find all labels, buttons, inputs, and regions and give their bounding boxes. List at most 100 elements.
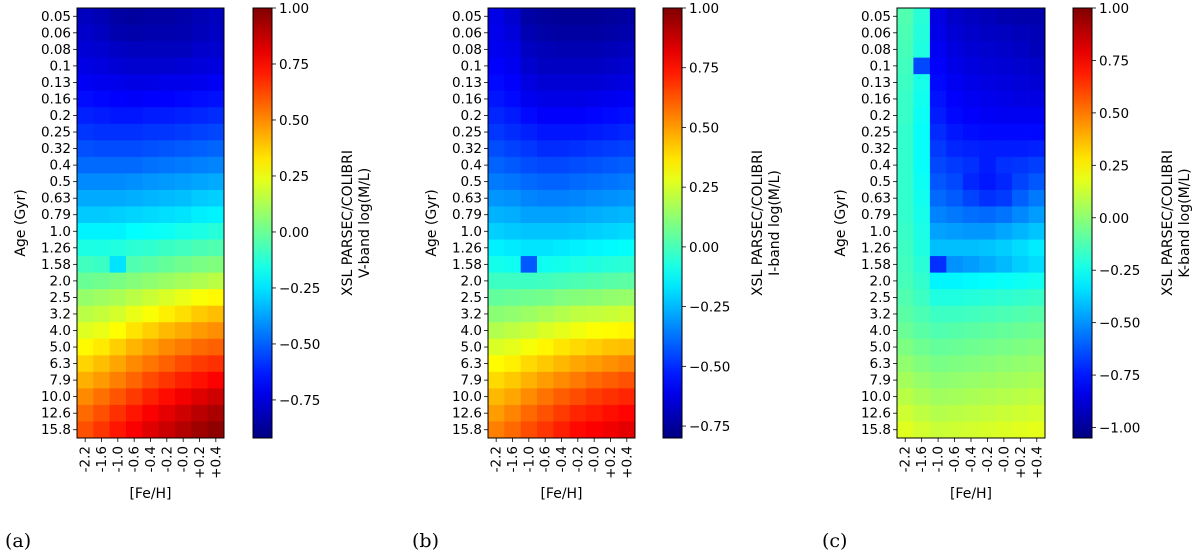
- heatmap-cell: [175, 404, 192, 422]
- heatmap-cell: [569, 404, 587, 422]
- y-tick-label: 0.32: [452, 141, 482, 157]
- heatmap-cell: [586, 338, 603, 356]
- x-tick-label: -1.0: [931, 446, 947, 472]
- heatmap-cell: [520, 223, 538, 240]
- heatmap-cell: [897, 371, 914, 389]
- heatmap-cell: [913, 322, 931, 340]
- heatmap-cell: [618, 371, 636, 389]
- x-tick-label: +0.4: [619, 446, 635, 479]
- heatmap-cell: [569, 338, 587, 356]
- heatmap-cell: [488, 24, 505, 42]
- heatmap-cell: [175, 189, 192, 207]
- x-axis-label: [Fe/H]: [129, 486, 171, 502]
- heatmap-cell: [109, 41, 127, 59]
- heatmap-cell: [109, 140, 127, 158]
- heatmap-cell: [191, 189, 209, 207]
- heatmap-cell: [520, 123, 538, 141]
- heatmap-cell: [618, 355, 636, 373]
- heatmap-cell: [913, 371, 931, 389]
- heatmap-cell: [1012, 24, 1029, 42]
- y-tick-label: 7.9: [461, 373, 482, 389]
- heatmap-cell: [207, 404, 225, 422]
- colorbar-tick-label: 0.50: [689, 120, 719, 136]
- heatmap-cell: [504, 289, 522, 307]
- y-tick-label: 12.6: [41, 406, 71, 422]
- y-tick-label: 0.32: [861, 141, 891, 157]
- heatmap-cell: [191, 289, 209, 307]
- heatmap-cell: [520, 90, 538, 108]
- colorbar-tick-label: 1.00: [1099, 1, 1129, 17]
- y-tick-label: 0.1: [461, 58, 482, 74]
- colorbar-tick-label: −0.50: [279, 337, 320, 353]
- heatmap-cell: [142, 74, 160, 92]
- heatmap-cell: [929, 24, 947, 42]
- heatmap-cell: [995, 189, 1013, 207]
- heatmap-cell: [77, 338, 94, 356]
- heatmap-cell: [537, 189, 554, 207]
- heatmap-cell: [995, 239, 1013, 257]
- heatmap-cell: [913, 421, 931, 439]
- heatmap-cell: [142, 272, 160, 290]
- heatmap-cell: [569, 90, 587, 108]
- heatmap-cell: [142, 404, 160, 422]
- heatmap-cell: [504, 355, 522, 373]
- y-tick-label: 0.79: [41, 207, 71, 223]
- heatmap-cell: [158, 289, 176, 307]
- heatmap-cell: [602, 90, 620, 108]
- y-tick-label: 6.3: [461, 356, 482, 372]
- heatmap-cell: [569, 272, 587, 290]
- heatmap-cell: [488, 239, 505, 257]
- y-tick-label: 0.63: [41, 191, 71, 207]
- heatmap-cell: [191, 123, 209, 141]
- colorbar-tick-label: −1.00: [1099, 421, 1140, 437]
- heatmap-cell: [126, 338, 143, 356]
- heatmap-cell: [93, 107, 111, 125]
- heatmap-cell: [537, 371, 554, 389]
- heatmap-cell: [602, 206, 620, 224]
- colorbar-label: V-band log(M/L): [357, 168, 373, 278]
- heatmap-cell: [979, 355, 997, 373]
- heatmap-cell: [929, 156, 947, 174]
- heatmap-cell: [897, 256, 914, 274]
- heatmap-cell: [1012, 371, 1029, 389]
- heatmap-cell: [207, 355, 225, 373]
- heatmap-cell: [979, 239, 997, 257]
- heatmap-cell: [191, 156, 209, 174]
- heatmap-cell: [897, 404, 914, 422]
- heatmap-cell: [946, 8, 964, 25]
- heatmap-cell: [602, 8, 620, 25]
- heatmap-cell: [191, 239, 209, 257]
- heatmap-cell: [191, 90, 209, 108]
- heatmap-cell: [569, 421, 587, 439]
- heatmap-cell: [569, 140, 587, 158]
- colorbar-tick-label: −0.75: [279, 393, 320, 409]
- heatmap-cell: [913, 272, 931, 290]
- heatmap-cell: [158, 355, 176, 373]
- heatmap-cell: [109, 90, 127, 108]
- heatmap-cell: [504, 173, 522, 191]
- panel-label: (b): [412, 530, 439, 552]
- heatmap-cell: [979, 107, 997, 125]
- heatmap-cell: [537, 156, 554, 174]
- heatmap-cell: [1028, 173, 1046, 191]
- heatmap-cell: [1012, 272, 1029, 290]
- colorbar: [1072, 7, 1093, 439]
- heatmap-cell: [602, 239, 620, 257]
- heatmap-cell: [995, 338, 1013, 356]
- heatmap-cell: [520, 338, 538, 356]
- heatmap-cell: [586, 322, 603, 340]
- heatmap-cell: [929, 272, 947, 290]
- heatmap-cell: [175, 57, 192, 75]
- heatmap-cell: [929, 289, 947, 307]
- heatmap-cell: [488, 156, 505, 174]
- heatmap-cell: [537, 421, 554, 439]
- heatmap-cell: [962, 388, 980, 406]
- heatmap-cell: [126, 322, 143, 340]
- colorbar-label: K-band log(M/L): [1177, 168, 1193, 277]
- heatmap-cell: [93, 239, 111, 257]
- x-tick-label: -1.0: [521, 446, 537, 472]
- heatmap-cell: [602, 371, 620, 389]
- y-tick-label: 6.3: [870, 356, 891, 372]
- heatmap-cell: [175, 355, 192, 373]
